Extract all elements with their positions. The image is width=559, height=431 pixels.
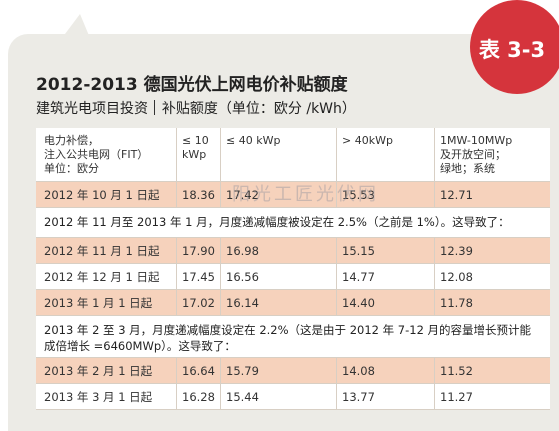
column-divider	[434, 238, 435, 263]
note-text: 2013 年 2 至 3 月，月度递减幅度设定在 2.2%（这是由于 2012 …	[44, 323, 532, 353]
column-divider	[220, 182, 221, 207]
table-row: 2013 年 1 月 1 日起 17.02 16.14 14.40 11.78	[36, 290, 550, 316]
table-note-row: 2012 年 11 月至 2013 年 1 月，月度递减幅度被设定在 2.5%（…	[36, 208, 550, 238]
column-divider	[434, 264, 435, 289]
value-40kwp: 15.79	[226, 363, 259, 378]
subtitle: 建筑光电项目投资 补贴额度（单位：欧分 /kWh）	[36, 98, 356, 118]
watermark: 阳光工匠光伏网	[232, 184, 379, 205]
row-date: 2012 年 10 月 1 日起	[44, 187, 160, 202]
column-divider	[176, 384, 177, 409]
value-over-40kwp: 13.77	[342, 389, 375, 404]
value-40kwp: 16.56	[226, 269, 259, 284]
value-1mw-10mwp: 11.78	[440, 295, 473, 310]
column-divider	[336, 290, 337, 315]
table-row: 2013 年 2 月 1 日起 16.64 15.79 14.08 11.52	[36, 358, 550, 384]
header-compensation: 电力补偿， 注入公共电网（FIT） 单位：欧分	[44, 134, 149, 175]
subtitle-left: 建筑光电项目投资	[36, 101, 148, 117]
value-1mw-10mwp: 11.27	[440, 389, 473, 404]
value-over-40kwp: 15.53	[342, 187, 375, 202]
column-divider	[434, 182, 435, 207]
subtitle-separator	[154, 100, 156, 115]
column-divider	[176, 128, 177, 181]
value-40kwp: 17.42	[226, 187, 259, 202]
row-date: 2012 年 12 月 1 日起	[44, 269, 160, 284]
column-divider	[434, 128, 435, 181]
value-over-40kwp: 15.15	[342, 243, 375, 258]
subtitle-right: 补贴额度（单位：欧分 /kWh）	[161, 101, 356, 117]
table-number-badge: 表 3-3	[470, 0, 559, 94]
header-10kwp: ≤ 10 kWp	[182, 134, 209, 161]
table-row: 2012 年 11 月 1 日起 17.90 16.98 15.15 12.39	[36, 238, 550, 264]
row-date: 2013 年 1 月 1 日起	[44, 295, 153, 310]
column-divider	[336, 128, 337, 181]
row-date: 2013 年 2 月 1 日起	[44, 363, 153, 378]
value-over-40kwp: 14.40	[342, 295, 375, 310]
column-divider	[220, 358, 221, 383]
value-10kwp: 18.36	[182, 187, 215, 202]
note-text: 2012 年 11 月至 2013 年 1 月，月度递减幅度被设定在 2.5%（…	[44, 215, 510, 229]
column-divider	[434, 358, 435, 383]
value-1mw-10mwp: 12.39	[440, 243, 473, 258]
column-divider	[220, 290, 221, 315]
value-40kwp: 16.14	[226, 295, 259, 310]
column-divider	[336, 264, 337, 289]
table-row: 2012 年 12 月 1 日起 17.45 16.56 14.77 12.08	[36, 264, 550, 290]
column-divider	[220, 128, 221, 181]
value-1mw-10mwp: 11.52	[440, 363, 473, 378]
tariff-table: 电力补偿， 注入公共电网（FIT） 单位：欧分 ≤ 10 kWp ≤ 40 kWp >…	[36, 128, 550, 410]
column-divider	[176, 290, 177, 315]
column-divider	[336, 384, 337, 409]
row-date: 2013 年 3 月 1 日起	[44, 389, 153, 404]
value-1mw-10mwp: 12.71	[440, 187, 473, 202]
column-divider	[220, 384, 221, 409]
value-over-40kwp: 14.08	[342, 363, 375, 378]
value-over-40kwp: 14.77	[342, 269, 375, 284]
header-over-40kwp: > 40kWp	[342, 134, 393, 147]
value-10kwp: 16.64	[182, 363, 215, 378]
header-40kwp: ≤ 40 kWp	[226, 134, 281, 147]
table-row: 2012 年 10 月 1 日起 18.36 17.42 15.53 12.71	[36, 182, 550, 208]
value-10kwp: 17.45	[182, 269, 215, 284]
page-title: 2012-2013 德国光伏上网电价补贴额度	[36, 75, 348, 95]
value-1mw-10mwp: 12.08	[440, 269, 473, 284]
column-divider	[220, 264, 221, 289]
column-divider	[434, 384, 435, 409]
column-divider	[336, 182, 337, 207]
table-row: 2013 年 3 月 1 日起 16.28 15.44 13.77 11.27	[36, 384, 550, 410]
column-divider	[336, 358, 337, 383]
value-10kwp: 16.28	[182, 389, 215, 404]
column-divider	[336, 238, 337, 263]
value-40kwp: 15.44	[226, 389, 259, 404]
header-1mw-10mwp: 1MW-10MWp 及开放空间； 绿地；系统	[440, 134, 513, 175]
table-header-row: 电力补偿， 注入公共电网（FIT） 单位：欧分 ≤ 10 kWp ≤ 40 kWp >…	[36, 128, 550, 182]
value-40kwp: 16.98	[226, 243, 259, 258]
value-10kwp: 17.90	[182, 243, 215, 258]
value-10kwp: 17.02	[182, 295, 215, 310]
column-divider	[176, 238, 177, 263]
table-note-row: 2013 年 2 至 3 月，月度递减幅度设定在 2.2%（这是由于 2012 …	[36, 316, 550, 358]
column-divider	[176, 182, 177, 207]
column-divider	[176, 358, 177, 383]
column-divider	[176, 264, 177, 289]
column-divider	[434, 290, 435, 315]
row-date: 2012 年 11 月 1 日起	[44, 243, 160, 258]
column-divider	[220, 238, 221, 263]
